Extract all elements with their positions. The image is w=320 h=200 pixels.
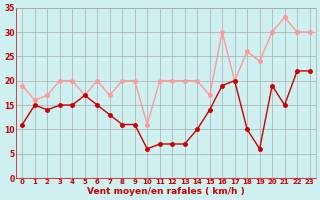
X-axis label: Vent moyen/en rafales ( km/h ): Vent moyen/en rafales ( km/h )	[87, 187, 245, 196]
